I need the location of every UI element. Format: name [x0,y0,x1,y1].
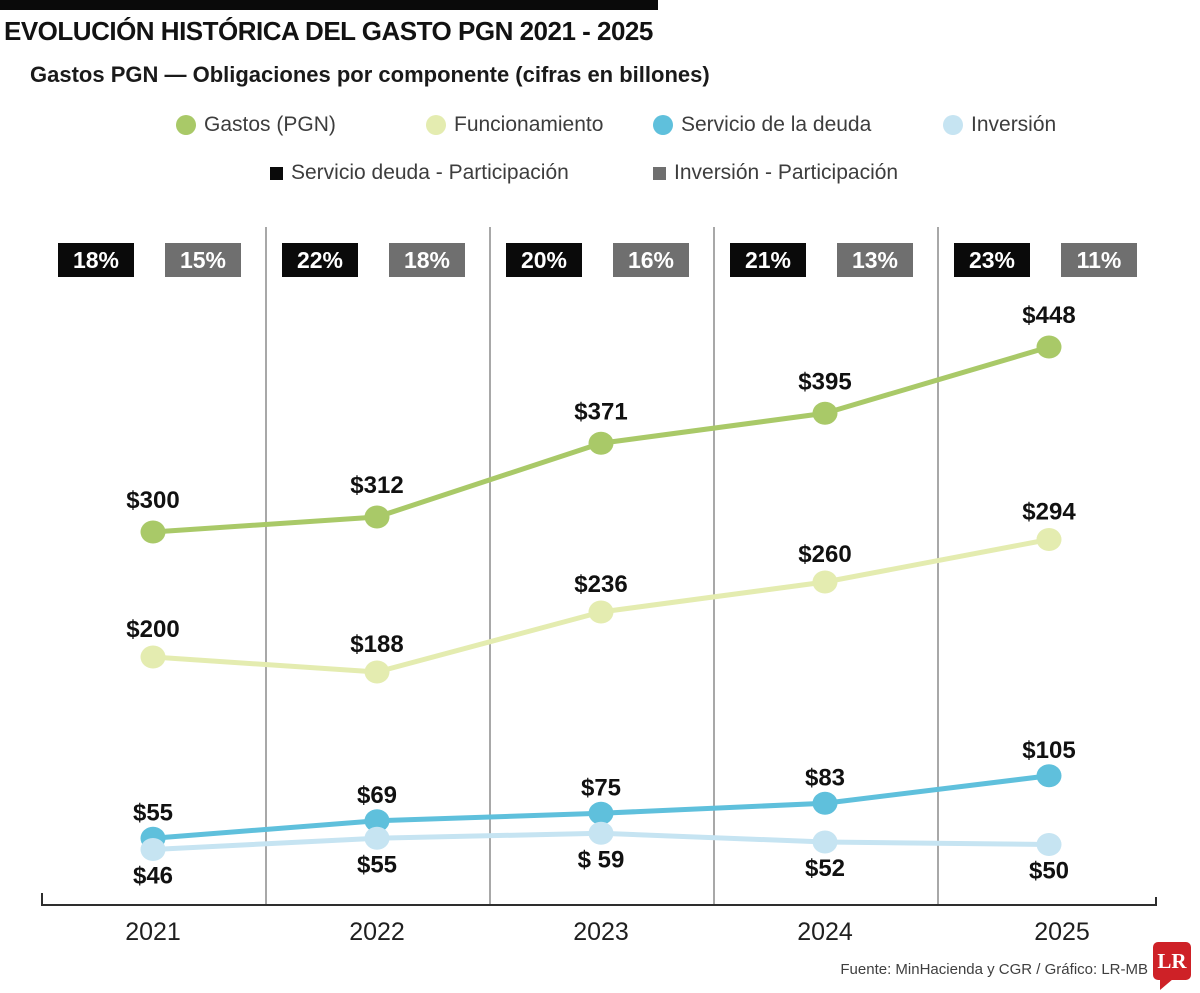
x-tick-2025: 2025 [1034,918,1090,946]
badge-servicio-deuda-2024: 21% [730,243,806,277]
data-point-inversio-n-2025 [1036,833,1062,856]
value-label-inversio-n-2024: $52 [805,855,845,882]
value-label-gastos-pgn-2025: $448 [1022,302,1075,329]
value-label-funcionamiento-2022: $188 [350,631,403,658]
value-label-servicio-de-la-deuda-2024: $83 [805,764,845,791]
gastos-pgn-dot-icon [176,115,196,135]
chart-subtitle: Gastos PGN — Obligaciones por componente… [30,62,710,87]
data-point-gastos-pgn-2023 [588,431,614,455]
data-point-gastos-pgn-2025 [1036,335,1062,359]
x-tick-2021: 2021 [125,918,181,946]
value-label-inversio-n-2023: $ 59 [578,846,625,873]
value-label-servicio-de-la-deuda-2025: $105 [1022,737,1075,764]
legend-item-inversion: Inversión [943,113,1056,137]
x-tick-2022: 2022 [349,918,405,946]
value-label-inversio-n-2021: $46 [133,863,173,890]
value-label-servicio-de-la-deuda-2023: $75 [581,774,621,801]
legend-item-funcionamiento: Funcionamiento [426,113,603,137]
x-tick-2023: 2023 [573,918,629,946]
data-point-gastos-pgn-2021 [140,520,166,544]
data-point-servicio-de-la-deuda-2025 [1036,764,1062,788]
legend-item-servicio-deuda-participacion: Servicio deuda - Participación [270,161,569,185]
value-label-inversio-n-2025: $50 [1029,858,1069,885]
data-point-inversio-n-2023 [588,821,614,845]
data-point-gastos-pgn-2022 [364,505,390,529]
funcionamiento-dot-icon [426,115,446,135]
data-point-servicio-de-la-deuda-2022 [364,809,390,833]
badge-servicio-deuda-2023: 20% [506,243,582,277]
data-point-inversio-n-2024 [812,830,838,854]
source-credit: Fuente: MinHacienda y CGR / Gráfico: LR-… [840,961,1148,978]
data-point-inversio-n-2021 [140,838,166,861]
gray-square-icon [653,166,666,180]
value-label-gastos-pgn-2023: $371 [574,398,627,425]
legend-label: Servicio deuda - Participación [291,161,569,184]
value-label-funcionamiento-2025: $294 [1022,499,1076,526]
data-point-funcionamiento-2023 [588,600,614,624]
badge-inversion-2021: 15% [165,243,241,277]
value-label-gastos-pgn-2022: $312 [350,472,403,499]
legend-item-inversion-participacion: Inversión - Participación [653,161,898,185]
legend-item-servicio-deuda: Servicio de la deuda [653,113,871,137]
value-label-gastos-pgn-2021: $300 [126,487,179,514]
badge-servicio-deuda-2022: 22% [282,243,358,277]
legend-label: Inversión [971,113,1057,136]
data-point-funcionamiento-2022 [364,660,390,684]
value-label-servicio-de-la-deuda-2022: $69 [357,782,397,809]
inversion-dot-icon [943,115,963,135]
servicio-deuda-dot-icon [653,115,673,135]
value-label-funcionamiento-2021: $200 [126,616,179,643]
top-accent-bar [0,0,658,10]
data-point-funcionamiento-2025 [1036,528,1062,551]
lr-logo-tail [1160,979,1173,990]
badge-inversion-2025: 11% [1061,243,1137,277]
data-point-servicio-de-la-deuda-2023 [588,801,614,825]
x-axis-line [41,893,1157,906]
value-label-inversio-n-2022: $55 [357,851,397,878]
lr-logo-text: LR [1157,948,1187,973]
data-point-funcionamiento-2021 [140,645,166,669]
value-label-funcionamiento-2024: $260 [798,541,851,568]
value-label-funcionamiento-2023: $236 [574,571,627,598]
legend-label: Inversión - Participación [674,161,899,184]
data-point-servicio-de-la-deuda-2024 [812,791,838,815]
lr-logo: LR [1153,942,1191,990]
legend-item-gastos-pgn: Gastos (PGN) [176,113,336,137]
badge-inversion-2024: 13% [837,243,913,277]
legend-label: Servicio de la deuda [681,113,872,136]
data-point-funcionamiento-2024 [812,570,838,594]
data-point-inversio-n-2022 [364,826,390,850]
value-label-servicio-de-la-deuda-2021: $55 [133,799,173,826]
legend-label: Funcionamiento [454,113,604,136]
page-title: EVOLUCIÓN HISTÓRICA DEL GASTO PGN 2021 -… [4,16,653,46]
badge-servicio-deuda-2021: 18% [58,243,134,277]
legend-label: Gastos (PGN) [204,113,336,136]
black-square-icon [270,166,283,180]
x-tick-2024: 2024 [797,918,853,946]
badge-servicio-deuda-2025: 23% [954,243,1030,277]
badge-inversion-2022: 18% [389,243,465,277]
data-point-gastos-pgn-2024 [812,401,838,425]
value-label-gastos-pgn-2024: $395 [798,368,851,395]
badge-inversion-2023: 16% [613,243,689,277]
